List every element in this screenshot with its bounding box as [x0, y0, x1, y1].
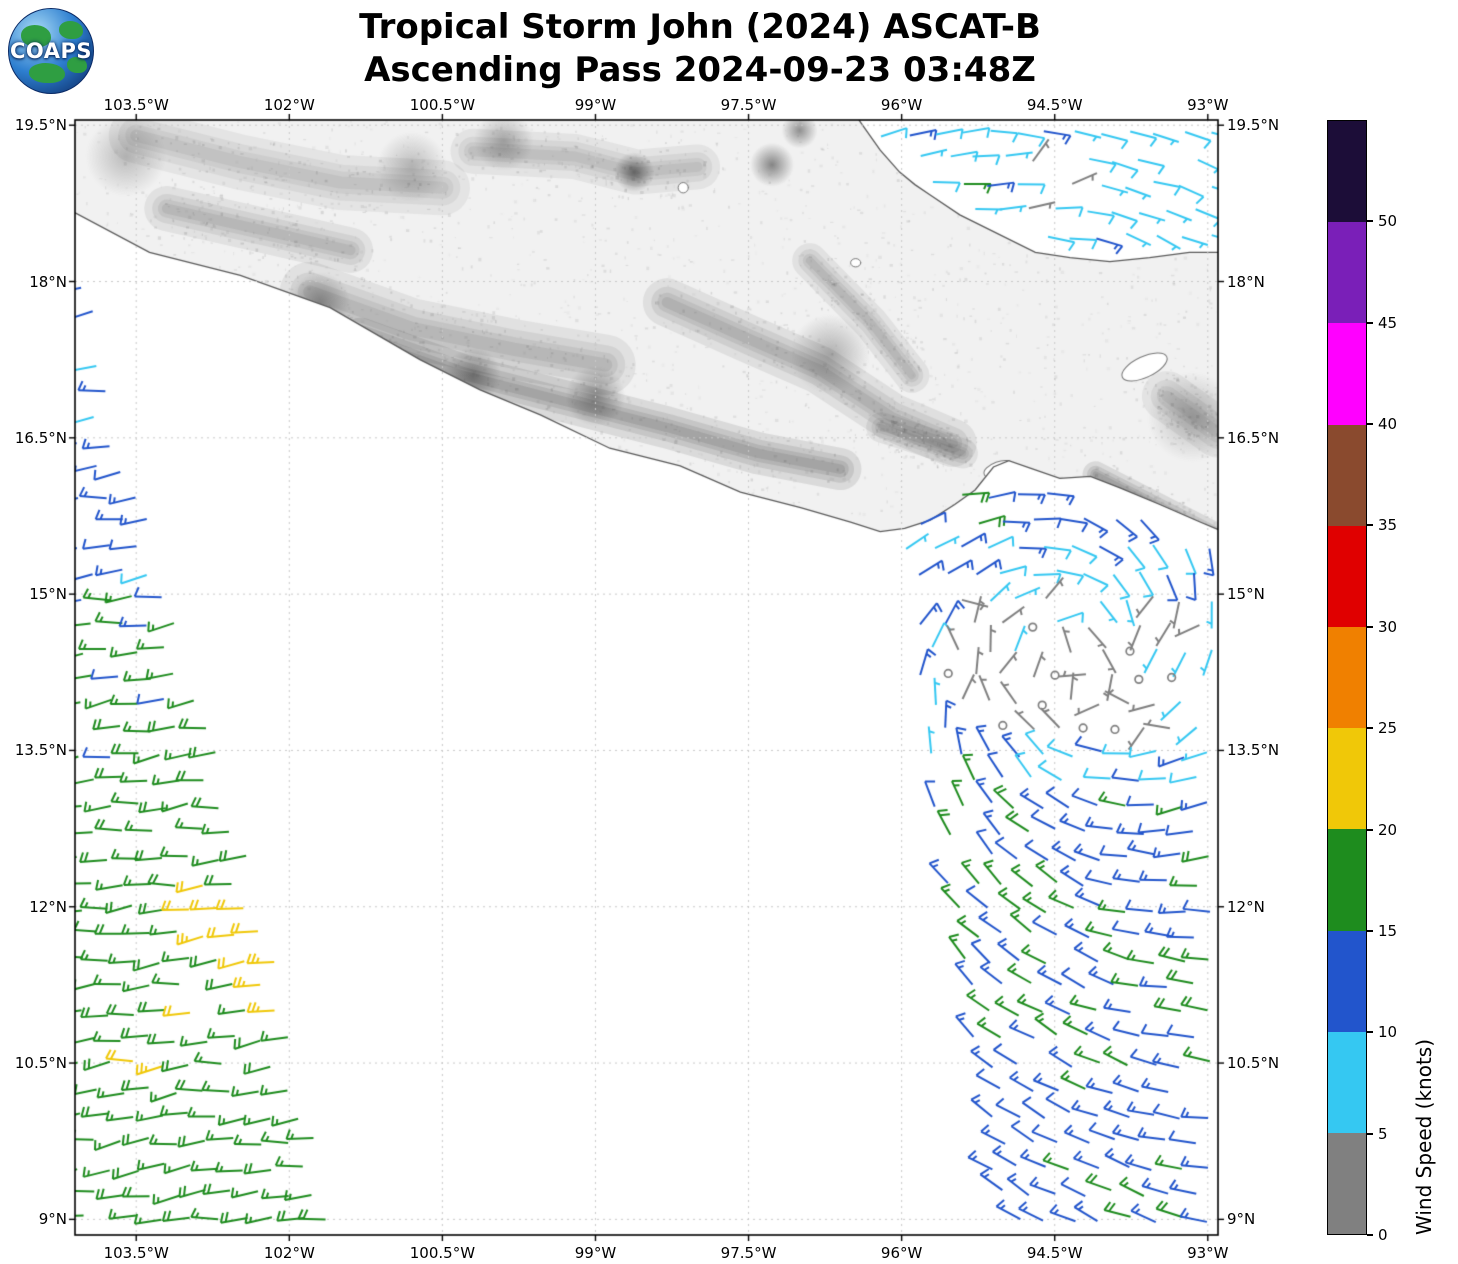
- y-tick-label-right: 13.5°N: [1227, 741, 1280, 760]
- x-tick-label-bottom: 100.5°W: [409, 1244, 476, 1262]
- colorbar-tick-label: 20: [1378, 820, 1398, 839]
- colorbar-tick-label: 50: [1378, 212, 1398, 231]
- colorbar: [1327, 120, 1367, 1235]
- colorbar-segment: [1328, 121, 1366, 223]
- coaps-logo-text: COAPS: [10, 39, 92, 63]
- colorbar-segment: [1328, 222, 1366, 324]
- colorbar-segment: [1328, 525, 1366, 627]
- colorbar-segment: [1328, 424, 1366, 526]
- y-tick-label-right: 18°N: [1227, 272, 1265, 291]
- x-tick-label-bottom: 96°W: [880, 1244, 923, 1262]
- y-tick-label-right: 10.5°N: [1227, 1054, 1280, 1073]
- x-tick-label-top: 99°W: [574, 96, 617, 114]
- colorbar-segment: [1328, 323, 1366, 425]
- y-tick-label-right: 15°N: [1227, 585, 1265, 604]
- y-tick-label-right: 9°N: [1227, 1210, 1256, 1229]
- coaps-logo: COAPS: [8, 8, 94, 94]
- x-tick-label-bottom: 97.5°W: [720, 1244, 777, 1262]
- x-tick-label-bottom: 99°W: [574, 1244, 617, 1262]
- x-tick-label-bottom: 103.5°W: [103, 1244, 169, 1262]
- colorbar-tickmark: [1367, 1132, 1373, 1135]
- y-tick-label-left: 9°N: [38, 1210, 67, 1229]
- colorbar-tickmark: [1367, 524, 1373, 527]
- colorbar-tick-label: 25: [1378, 719, 1398, 738]
- colorbar-tickmark: [1367, 1234, 1373, 1236]
- y-tick-label-left: 15°N: [29, 585, 67, 604]
- y-tick-label-right: 16.5°N: [1227, 428, 1280, 447]
- colorbar-tickmark: [1367, 727, 1373, 730]
- x-tick-label-top: 93°W: [1187, 96, 1229, 114]
- x-tick-label-top: 102°W: [263, 96, 315, 114]
- y-tick-label-left: 18°N: [29, 272, 67, 291]
- colorbar-tick-label: 10: [1378, 1023, 1398, 1042]
- colorbar-segment: [1328, 1031, 1366, 1133]
- colorbar-tick-label: 45: [1378, 313, 1398, 332]
- colorbar-tickmark: [1367, 929, 1373, 932]
- globe-continent-shape: [67, 57, 87, 73]
- y-tick-label-left: 12°N: [29, 897, 67, 916]
- y-tick-label-left: 16.5°N: [14, 428, 67, 447]
- y-tick-label-left: 13.5°N: [14, 741, 67, 760]
- x-tick-label-top: 94.5°W: [1026, 96, 1083, 114]
- globe-continent-shape: [21, 25, 51, 47]
- colorbar-tick-label: 40: [1378, 415, 1398, 434]
- colorbar-tick-label: 15: [1378, 921, 1398, 940]
- y-tick-label-left: 19.5°N: [14, 116, 67, 135]
- y-tick-label-left: 10.5°N: [14, 1054, 67, 1073]
- colorbar-tickmark: [1367, 423, 1373, 426]
- colorbar-segment: [1328, 1132, 1366, 1235]
- colorbar-tickmark: [1367, 1031, 1373, 1034]
- globe-continent-shape: [29, 63, 65, 83]
- colorbar-segment: [1328, 626, 1366, 729]
- x-tick-label-top: 103.5°W: [103, 96, 169, 114]
- x-tick-label-bottom: 94.5°W: [1026, 1244, 1083, 1262]
- colorbar-tick-label: 0: [1378, 1226, 1388, 1244]
- colorbar-segment: [1328, 829, 1366, 931]
- colorbar-tickmark: [1367, 321, 1373, 324]
- colorbar-tickmark: [1367, 625, 1373, 628]
- colorbar-tickmark: [1367, 828, 1373, 831]
- y-tick-label-right: 12°N: [1227, 897, 1265, 916]
- y-tick-label-right: 19.5°N: [1227, 116, 1280, 135]
- colorbar-tick-label: 5: [1378, 1124, 1388, 1143]
- colorbar-label: Wind Speed (knots): [1412, 1038, 1436, 1235]
- x-tick-label-top: 100.5°W: [409, 96, 476, 114]
- colorbar-tick-label: 30: [1378, 617, 1398, 636]
- globe-continent-shape: [59, 21, 83, 39]
- x-tick-label-top: 96°W: [880, 96, 923, 114]
- x-tick-label-top: 97.5°W: [720, 96, 777, 114]
- colorbar-tick-label: 35: [1378, 516, 1398, 535]
- x-tick-label-bottom: 93°W: [1187, 1244, 1229, 1262]
- colorbar-segment: [1328, 930, 1366, 1032]
- colorbar-segment: [1328, 728, 1366, 830]
- colorbar-tickmark: [1367, 220, 1373, 223]
- x-tick-label-bottom: 102°W: [263, 1244, 315, 1262]
